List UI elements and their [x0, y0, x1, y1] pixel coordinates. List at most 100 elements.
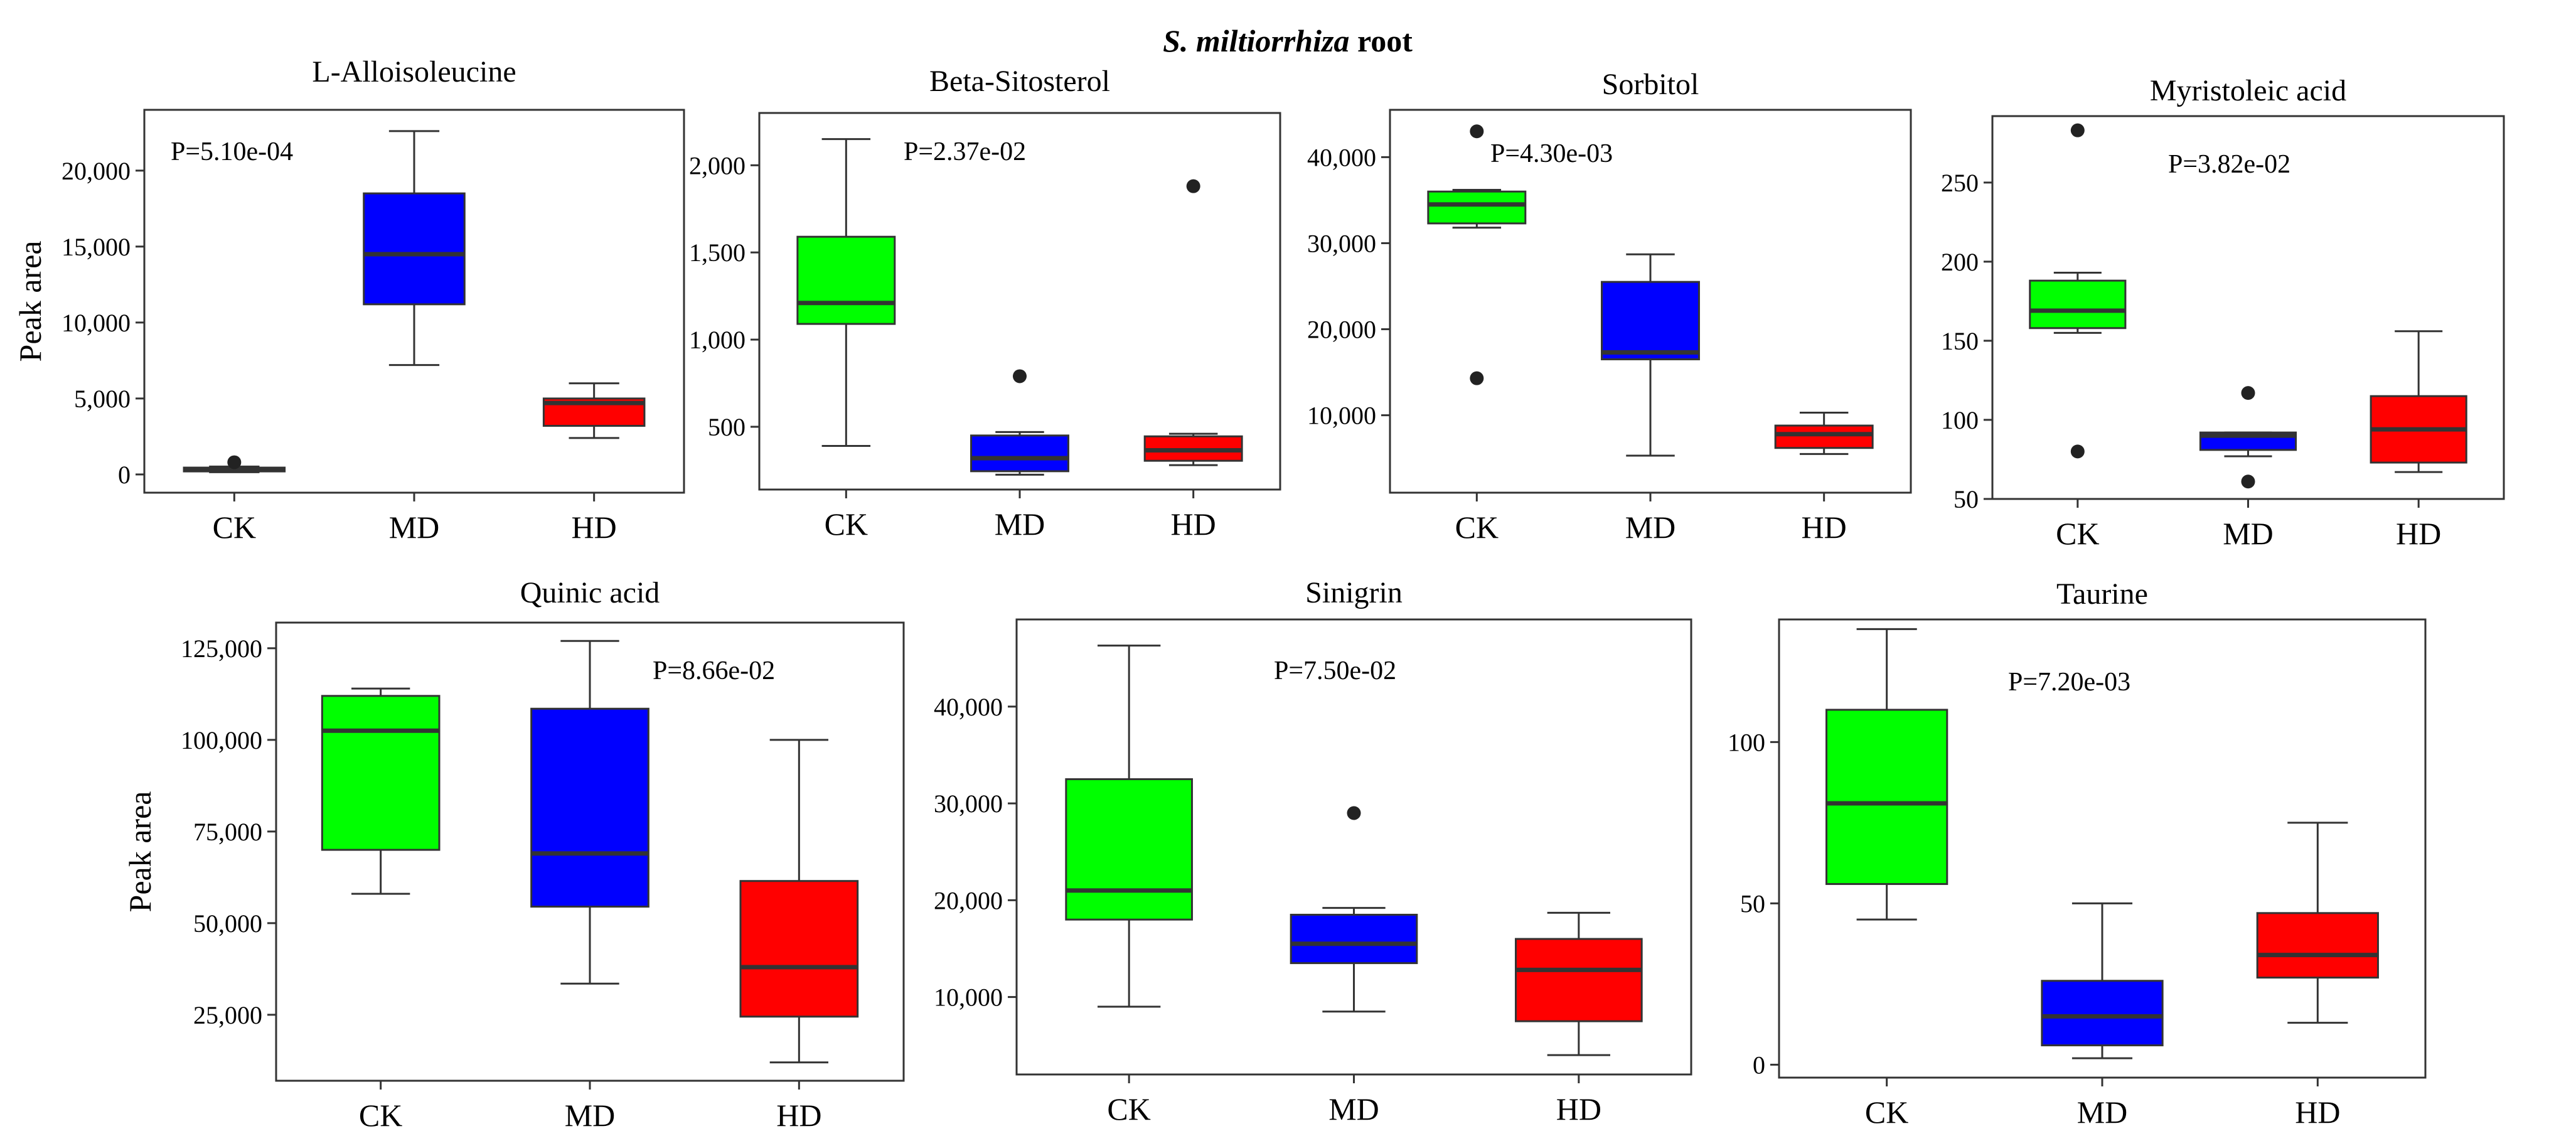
- chart-title: Sinigrin: [1305, 576, 1403, 609]
- x-tick-label: MD: [1625, 510, 1676, 545]
- box-iqr: [970, 434, 1069, 473]
- figure-title: S. miltiorrhiza root: [1163, 23, 1413, 58]
- figure-title-rest: root: [1349, 23, 1413, 58]
- y-tick-label: 30,000: [1307, 229, 1376, 257]
- box-CK: [321, 687, 441, 895]
- box-CK: [183, 455, 286, 473]
- chart-title: Taurine: [2056, 577, 2148, 611]
- x-tick-label: CK: [2056, 516, 2099, 551]
- box-HD: [739, 739, 859, 1064]
- outlier-point: [2241, 474, 2255, 489]
- box-iqr: [1515, 938, 1643, 1022]
- x-tick-label: HD: [2396, 516, 2441, 551]
- y-tick-label: 40,000: [934, 693, 1003, 721]
- x-tick-label: CK: [1865, 1095, 1908, 1130]
- outlier-point: [2070, 123, 2085, 137]
- x-tick-label: HD: [572, 510, 617, 545]
- y-tick-label: 100,000: [181, 726, 262, 754]
- y-tick-label: 10,000: [934, 983, 1003, 1012]
- box-iqr: [2029, 279, 2127, 329]
- y-tick-label: 10,000: [61, 309, 131, 337]
- box-iqr: [530, 707, 649, 908]
- box-iqr: [1774, 424, 1874, 449]
- outlier-point: [2070, 444, 2085, 459]
- x-tick-label: MD: [565, 1098, 616, 1133]
- chart-panel-3: Sorbitol 10,000 20,000 30,000 40,000 CK MD HD P=…: [1307, 68, 1912, 545]
- box-CK: [796, 138, 896, 447]
- box-HD: [1143, 179, 1243, 466]
- y-tick-label: 40,000: [1307, 143, 1376, 171]
- box-MD: [970, 369, 1069, 476]
- y-tick-label: 100: [1728, 728, 1765, 756]
- box-MD: [2199, 386, 2297, 489]
- box-iqr: [2256, 912, 2379, 979]
- p-value-label: P=2.37e-02: [904, 137, 1026, 166]
- box-iqr: [1427, 190, 1527, 225]
- box-CK: [1427, 124, 1527, 385]
- x-tick-label: CK: [1107, 1091, 1150, 1127]
- x-tick-label: HD: [2295, 1095, 2340, 1130]
- x-tick-label: HD: [1802, 510, 1847, 545]
- box-HD: [542, 382, 646, 439]
- y-tick-label: 50,000: [193, 909, 262, 938]
- x-tick-label: CK: [213, 510, 256, 545]
- box-iqr: [1825, 709, 1948, 886]
- y-tick-label: 500: [708, 413, 746, 441]
- box-MD: [1290, 806, 1418, 1013]
- outlier-point: [227, 455, 242, 469]
- outlier-point: [1013, 369, 1027, 383]
- chart-panel-2: Beta-Sitosterol 500 1,000 1,500 2,000 CK MD HD P…: [689, 65, 1281, 542]
- p-value-label: P=7.20e-03: [2008, 668, 2130, 697]
- y-tick-label: 15,000: [61, 233, 131, 261]
- y-tick-label: 0: [1753, 1051, 1765, 1079]
- box-CK: [1065, 645, 1194, 1008]
- x-tick-label: CK: [825, 506, 868, 542]
- box-MD: [530, 640, 649, 985]
- y-tick-label: 1,500: [689, 238, 746, 267]
- y-axis-label: Peak area: [122, 791, 158, 913]
- x-tick-label: HD: [776, 1098, 821, 1133]
- x-tick-label: CK: [1455, 510, 1499, 545]
- x-tick-label: CK: [359, 1098, 402, 1133]
- box-MD: [363, 130, 466, 367]
- chart-title: Beta-Sitosterol: [929, 65, 1110, 98]
- y-tick-label: 5,000: [74, 385, 131, 413]
- y-tick-label: 150: [1941, 327, 1979, 355]
- p-value-label: P=7.50e-02: [1274, 656, 1396, 685]
- box-CK: [1825, 628, 1948, 921]
- box-MD: [1601, 253, 1700, 457]
- y-tick-label: 100: [1941, 406, 1979, 434]
- chart-title: L-Alloisoleucine: [312, 55, 516, 88]
- outlier-point: [1186, 179, 1200, 193]
- y-tick-label: 0: [118, 461, 131, 489]
- y-tick-label: 1,000: [689, 326, 746, 354]
- box-HD: [1774, 412, 1874, 455]
- x-tick-label: HD: [1556, 1091, 1601, 1127]
- figure-title-italic: S. miltiorrhiza: [1163, 23, 1349, 58]
- chart-panel-1: L-Alloisoleucine 0 5,000 10,000 15,000 20,000…: [13, 55, 685, 545]
- box-iqr: [1601, 281, 1700, 361]
- y-axis-label: Peak area: [13, 241, 48, 362]
- x-tick-label: HD: [1171, 506, 1216, 542]
- x-tick-label: MD: [389, 510, 440, 545]
- p-value-label: P=4.30e-03: [1490, 139, 1613, 168]
- y-tick-label: 75,000: [193, 818, 262, 846]
- y-tick-label: 20,000: [934, 886, 1003, 914]
- box-iqr: [1290, 913, 1418, 965]
- y-tick-label: 200: [1941, 248, 1979, 276]
- box-MD: [2041, 902, 2164, 1059]
- chart-title: Sorbitol: [1602, 68, 1699, 101]
- y-tick-label: 25,000: [193, 1001, 262, 1029]
- y-tick-label: 125,000: [181, 635, 262, 663]
- y-tick-label: 50: [1740, 889, 1765, 918]
- box-HD: [2256, 822, 2379, 1024]
- box-iqr: [363, 192, 466, 306]
- chart-panel-4: Myristoleic acid 50 100 150 200 250 CK MD HD P=3.…: [1941, 74, 2505, 551]
- y-tick-label: 20,000: [61, 157, 131, 185]
- box-iqr: [321, 695, 441, 851]
- p-value-label: P=5.10e-04: [171, 137, 293, 166]
- box-iqr: [796, 235, 896, 325]
- p-value-label: P=3.82e-02: [2168, 150, 2290, 179]
